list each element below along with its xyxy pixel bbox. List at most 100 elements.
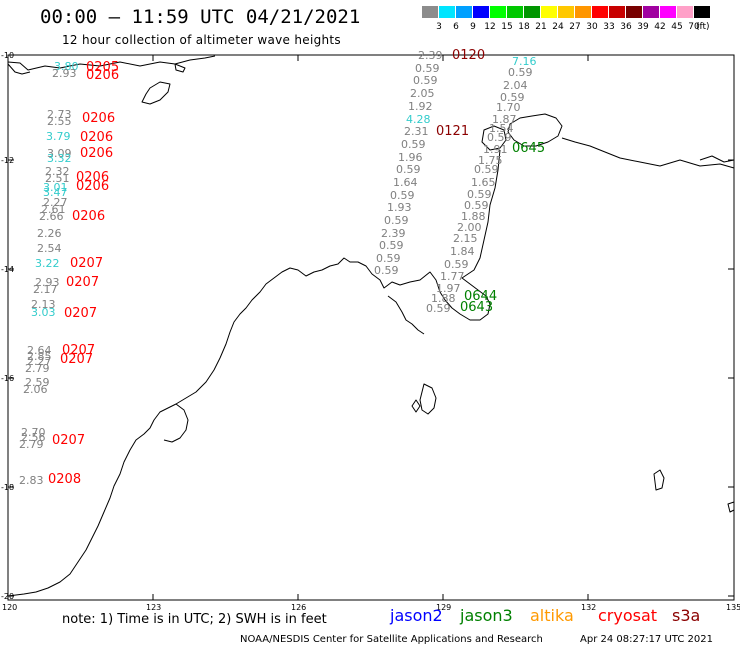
- wave-height-value: 0.59: [500, 91, 525, 104]
- legend-value: 3: [436, 22, 442, 32]
- wave-height-value: 1.93: [387, 201, 412, 214]
- legend-swatch: [558, 6, 574, 18]
- lat-label: -20: [1, 592, 15, 601]
- wave-height-value: 0.59: [474, 163, 499, 176]
- wave-height-value: 2.27: [27, 355, 52, 368]
- coastlines: [7, 55, 735, 597]
- mission-cryosat: cryosat: [598, 606, 658, 625]
- wave-height-value: 1.54: [489, 122, 514, 135]
- wave-height-value: 1.91: [483, 143, 508, 156]
- wave-height-value: 2.85: [27, 350, 52, 363]
- wave-height-value: 3.47: [43, 186, 68, 199]
- wave-height-value: 3.80: [54, 60, 79, 73]
- wave-height-value: 1.88: [461, 210, 486, 223]
- pass-time-label: 0207: [66, 275, 100, 290]
- wave-height-value: 1.88: [431, 292, 456, 305]
- wave-height-value: 1.75: [478, 154, 503, 167]
- legend-value: 9: [470, 22, 476, 32]
- wave-height-value: 2.56: [21, 431, 46, 444]
- pass-time-label: 0206: [82, 111, 116, 126]
- wave-height-value: 2.55: [47, 115, 72, 128]
- wave-height-value: 0.59: [376, 252, 401, 265]
- wave-height-value: 2.32: [45, 165, 70, 178]
- wave-height-value: 0.59: [508, 66, 533, 79]
- wave-height-value: 0.59: [464, 199, 489, 212]
- lon-label: 123: [146, 603, 162, 612]
- arnhem-coast: [561, 137, 735, 169]
- kimberley-island-1: [419, 383, 437, 415]
- wave-height-value: 1.64: [393, 176, 418, 189]
- wave-height-value: 2.15: [453, 232, 478, 245]
- wave-height-value: 0.59: [426, 302, 451, 315]
- page-title: 00:00 – 11:59 UTC 04/21/2021: [40, 6, 361, 28]
- lon-label: 126: [291, 603, 307, 612]
- kimberley-island-3: [653, 469, 665, 491]
- small-island-1: [141, 81, 171, 105]
- legend-value: 12: [484, 22, 496, 32]
- wave-height-value: 2.06: [23, 383, 48, 396]
- lat-label: -16: [1, 374, 15, 383]
- wave-height-value: 0.59: [413, 74, 438, 87]
- legend-value: 21: [535, 22, 547, 32]
- wave-height-value: 2.93: [52, 67, 77, 80]
- legend-swatch: [592, 6, 608, 18]
- pass-time-label: 0121: [436, 124, 470, 139]
- legend-swatch: [575, 6, 591, 18]
- legend-swatch: [626, 6, 642, 18]
- small-island-3: [699, 155, 735, 163]
- wave-height-value: 0.59: [415, 62, 440, 75]
- wave-height-value: 0.59: [487, 131, 512, 144]
- wave-height-value: 1.92: [408, 100, 433, 113]
- lon-label: 120: [2, 603, 18, 612]
- wave-height-value: 2.05: [410, 87, 435, 100]
- pass-time-label: 0206: [76, 179, 110, 194]
- pass-time-label: 0205: [86, 60, 120, 75]
- wave-height-value: 3.22: [35, 257, 60, 270]
- wave-height-value: 0.59: [384, 214, 409, 227]
- pass-time-label: 0207: [64, 306, 98, 321]
- small-island-2: [174, 63, 186, 73]
- wave-height-value: 2.54: [37, 242, 62, 255]
- legend-value: 45: [671, 22, 683, 32]
- mission-jason2: jason2: [390, 606, 443, 625]
- kimberley-bay: [163, 403, 189, 443]
- legend-value: 30: [586, 22, 598, 32]
- legend-swatch: [677, 6, 693, 18]
- wave-height-value: 2.59: [25, 376, 50, 389]
- wave-height-value: 1.65: [471, 176, 496, 189]
- lat-label: -14: [1, 265, 15, 274]
- legend-value: 70: [688, 22, 700, 32]
- legend-value: 6: [453, 22, 459, 32]
- wave-height-value: 1.87: [492, 113, 517, 126]
- pass-time-label: 0206: [72, 209, 106, 224]
- wave-height-value: 2.00: [457, 221, 482, 234]
- kimberley-island-2: [411, 399, 421, 413]
- wave-height-value: 2.93: [35, 276, 60, 289]
- pass-time-label: 0206: [80, 130, 114, 145]
- legend-swatch: [507, 6, 523, 18]
- wave-height-value: 1.70: [496, 101, 521, 114]
- wave-height-value: 0.59: [444, 258, 469, 271]
- legend-swatch: [422, 6, 438, 18]
- wave-height-value: 1.97: [436, 282, 461, 295]
- melville-island: [507, 113, 563, 147]
- legend-swatch: [473, 6, 489, 18]
- wave-height-value: 0.59: [390, 189, 415, 202]
- legend-swatch: [660, 6, 676, 18]
- lon-label: 129: [436, 603, 452, 612]
- legend-swatch: [439, 6, 455, 18]
- wave-height-value: 2.31: [404, 125, 429, 138]
- pass-time-label: 0207: [62, 343, 96, 358]
- legend-value: 15: [501, 22, 513, 32]
- wave-height-value: 7.16: [512, 55, 537, 68]
- bathurst-island: [481, 125, 507, 151]
- wave-height-value: 2.83: [19, 474, 44, 487]
- credit-line: NOAA/NESDIS Center for Satellite Applica…: [240, 634, 543, 645]
- legend-value: 42: [654, 22, 666, 32]
- legend-swatch: [694, 6, 710, 18]
- wave-height-value: 2.73: [47, 108, 72, 121]
- pass-time-label: 0644: [464, 289, 498, 304]
- wave-height-value: 3.79: [46, 130, 71, 143]
- pass-time-label: 0120: [452, 48, 486, 63]
- legend-value: 39: [637, 22, 649, 32]
